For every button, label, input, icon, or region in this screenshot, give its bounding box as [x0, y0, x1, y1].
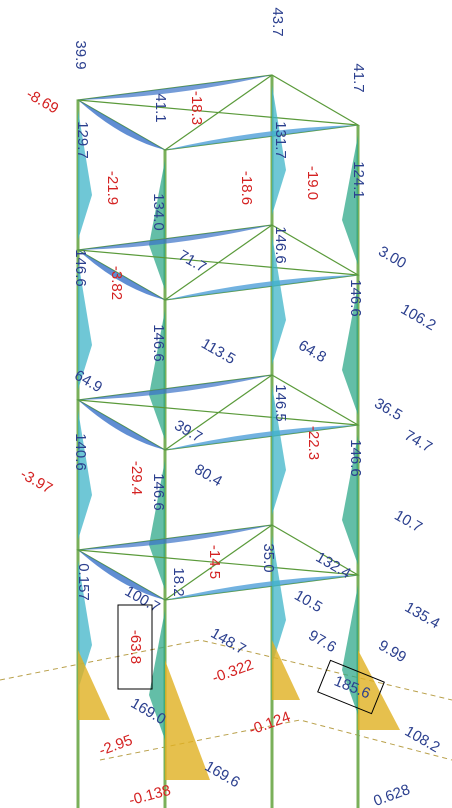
force-label: 64.9	[71, 367, 105, 396]
force-label: 146.6	[150, 324, 167, 362]
force-label: -63.8	[127, 630, 144, 664]
force-label: 0.157	[75, 563, 92, 601]
column-moment	[165, 660, 210, 780]
force-label: 74.7	[401, 427, 435, 456]
force-label: 10.7	[391, 507, 425, 536]
force-label: 140.6	[72, 433, 89, 471]
column-moment	[342, 135, 358, 265]
force-label: 97.6	[305, 627, 339, 656]
force-label: 131.7	[272, 121, 289, 159]
beam-moment	[165, 125, 358, 150]
force-label: 146.6	[347, 279, 364, 317]
force-label: 146.6	[150, 473, 167, 511]
force-label: 146.6	[347, 439, 364, 477]
force-label: 0.628	[371, 781, 412, 808]
force-label: -2.95	[97, 732, 135, 760]
force-label: 124.1	[350, 161, 367, 199]
force-label: 113.5	[198, 335, 238, 368]
force-label: -18.6	[238, 171, 255, 205]
force-label: 106.2	[398, 301, 439, 334]
force-label: 134.0	[150, 193, 167, 231]
force-label: 18.2	[170, 567, 187, 596]
force-label: 9.99	[375, 637, 409, 666]
force-label: 129.7	[74, 121, 91, 159]
force-label: 43.7	[269, 7, 286, 36]
force-label: -0.124	[247, 708, 293, 739]
force-label: -0.322	[210, 656, 256, 687]
force-label: -3.97	[17, 466, 55, 498]
force-label: 71.7	[175, 247, 209, 276]
force-label: 41.7	[350, 63, 367, 92]
force-label: 146.6	[72, 249, 89, 287]
force-label: 108.2	[402, 723, 443, 756]
beam-moment	[165, 575, 358, 600]
force-label: -19.0	[304, 166, 321, 200]
force-label: 146.6	[272, 226, 289, 264]
force-label: 148.7	[208, 625, 249, 658]
force-label: 41.1	[152, 93, 169, 122]
force-label: -22.3	[305, 426, 322, 460]
structure	[0, 75, 452, 808]
force-label: 39.9	[72, 40, 89, 69]
force-label: 80.4	[191, 461, 225, 490]
force-label: 146.5	[272, 384, 289, 422]
column-moment	[78, 410, 92, 540]
force-label: -29.4	[128, 461, 145, 495]
force-label: -21.9	[104, 171, 121, 205]
force-label: 36.5	[371, 395, 405, 424]
force-label: 64.8	[295, 337, 329, 366]
force-label: -3.82	[108, 266, 125, 300]
force-label: 135.4	[402, 599, 443, 632]
force-label: -18.3	[188, 91, 205, 125]
force-label: 35.0	[260, 543, 277, 572]
force-label: 3.00	[375, 243, 409, 272]
force-label: 10.5	[291, 587, 325, 616]
force-label: -8.69	[23, 86, 61, 118]
force-label: -14.5	[206, 545, 223, 579]
force-label: 169.6	[202, 758, 243, 791]
frame-diagram: 39.9 43.7 41.7 41.1 129.7 131.7 134.0 124.1 71.7…	[0, 0, 452, 808]
beam-moment	[165, 275, 358, 300]
